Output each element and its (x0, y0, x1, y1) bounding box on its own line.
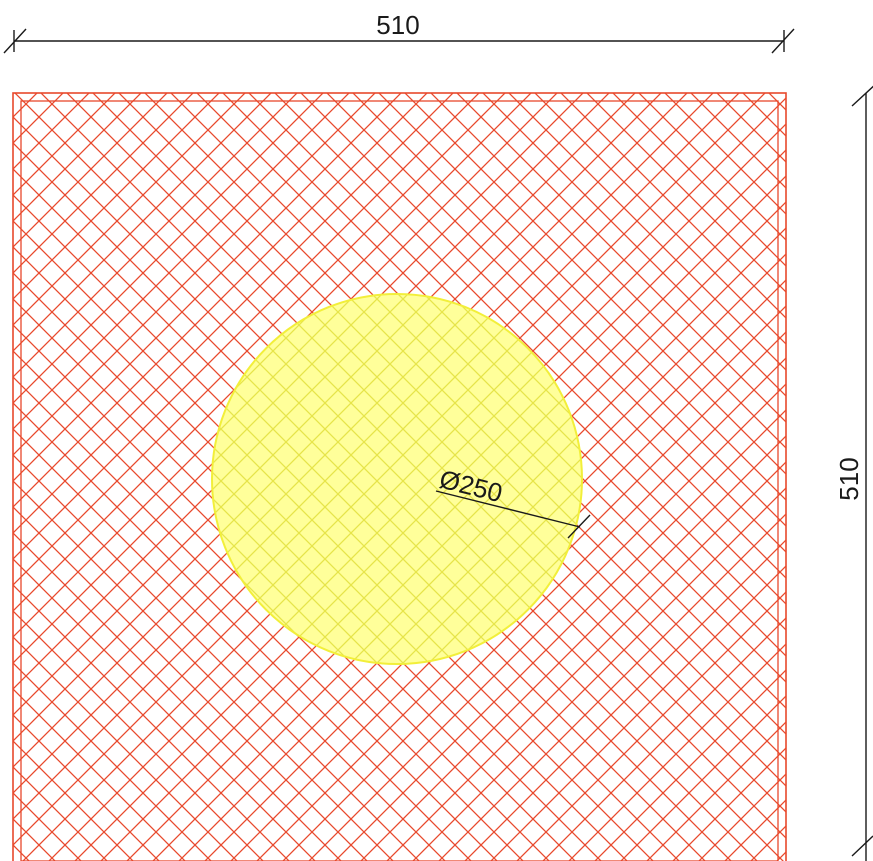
height-dimension: 510 (834, 85, 873, 861)
width-dimension: 510 (3, 10, 795, 54)
height-dimension-tick-bottom (851, 835, 873, 857)
diameter-leader-line (435, 490, 581, 528)
width-dimension-tick-right (771, 28, 795, 54)
plate-inner-border (20, 100, 779, 861)
diameter-leader-tick (567, 514, 591, 539)
height-dimension-tick-top (851, 85, 873, 107)
hole-hatch (212, 294, 582, 664)
hole-outline (211, 293, 583, 665)
width-dimension-tick-left (3, 28, 27, 54)
height-dimension-label: 510 (834, 457, 864, 500)
plate-outer-border (12, 92, 787, 861)
width-dimension-label: 510 (376, 10, 419, 40)
hole (211, 293, 583, 665)
